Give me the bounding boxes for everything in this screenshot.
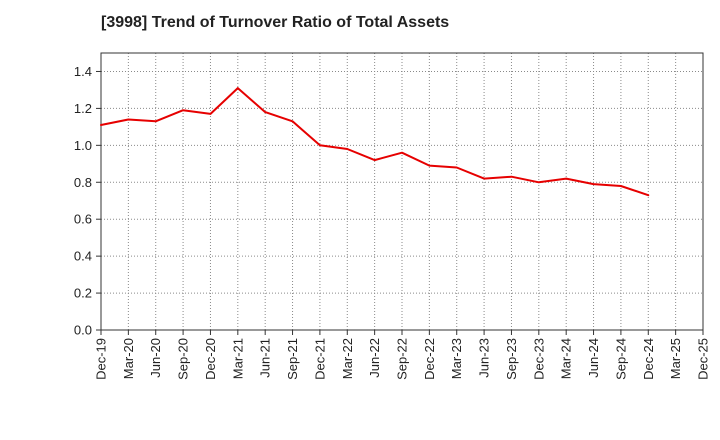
- series-line: [100, 87, 650, 197]
- x-tick-label: Dec-25: [696, 338, 711, 380]
- x-tick-label: Jun-23: [477, 338, 492, 378]
- x-tick-label: Dec-20: [203, 338, 218, 380]
- x-tick-label: Dec-22: [422, 338, 437, 380]
- y-tick-label: 0.4: [74, 249, 92, 264]
- x-tick-label: Mar-23: [449, 338, 464, 379]
- x-tick-label: Mar-24: [559, 338, 574, 379]
- x-tick-label: Jun-24: [586, 338, 601, 378]
- x-tick-label: Dec-19: [94, 338, 109, 380]
- x-tick-label: Sep-22: [395, 338, 410, 380]
- x-tick-label: Jun-21: [258, 338, 273, 378]
- x-tick-label: Sep-24: [613, 338, 628, 380]
- x-tick-label: Dec-24: [641, 338, 656, 380]
- y-tick-label: 0.2: [74, 286, 92, 301]
- y-tick-label: 0.6: [74, 212, 92, 227]
- y-tick-label: 1.4: [74, 64, 92, 79]
- x-tick-label: Dec-21: [312, 338, 327, 380]
- y-tick-label: 1.0: [74, 138, 92, 153]
- y-tick-label: 0.8: [74, 175, 92, 190]
- x-tick-label: Sep-20: [176, 338, 191, 380]
- x-tick-label: Sep-23: [504, 338, 519, 380]
- x-tick-label: Jun-22: [367, 338, 382, 378]
- x-tick-label: Sep-21: [285, 338, 300, 380]
- x-tick-label: Mar-21: [230, 338, 245, 379]
- x-tick-label: Mar-20: [121, 338, 136, 379]
- x-tick-label: Mar-25: [668, 338, 683, 379]
- x-tick-label: Mar-22: [340, 338, 355, 379]
- y-tick-label: 0.0: [74, 323, 92, 338]
- x-tick-label: Jun-20: [148, 338, 163, 378]
- chart-title: [3998] Trend of Turnover Ratio of Total …: [101, 14, 450, 31]
- y-tick-label: 1.2: [74, 101, 92, 116]
- x-tick-label: Dec-23: [531, 338, 546, 380]
